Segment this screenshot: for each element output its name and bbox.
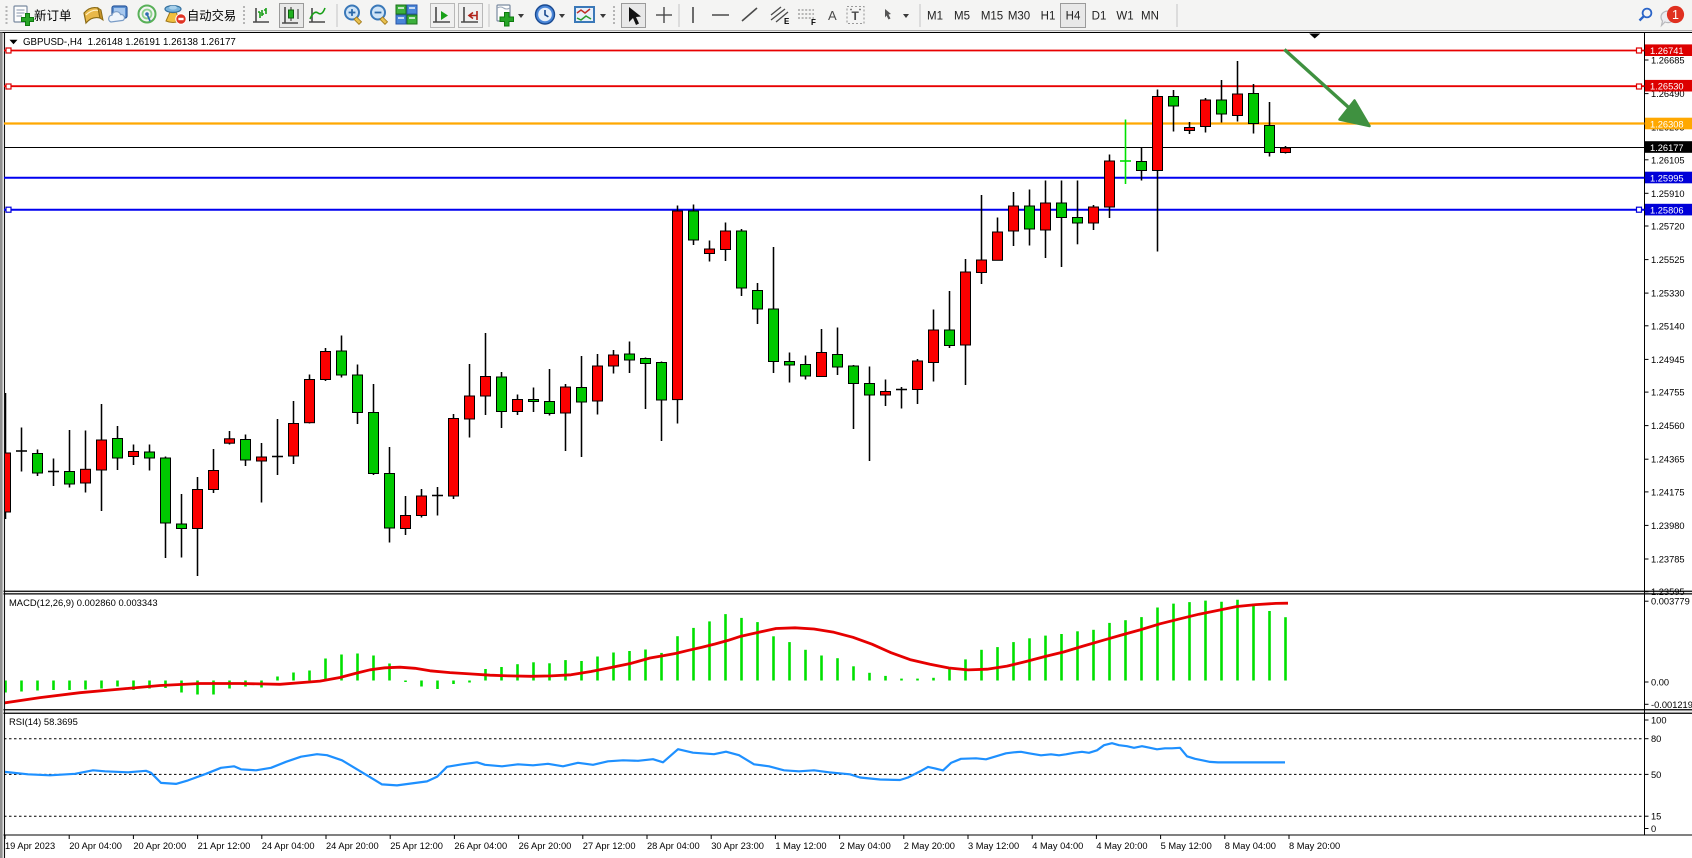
svg-text:F: F <box>811 18 816 27</box>
svg-text:1.25525: 1.25525 <box>1651 255 1685 265</box>
svg-text:1.24755: 1.24755 <box>1651 388 1685 398</box>
svg-text:19 Apr 2023: 19 Apr 2023 <box>5 841 55 851</box>
svg-text:E: E <box>784 17 790 26</box>
svg-text:21 Apr 12:00: 21 Apr 12:00 <box>198 841 251 851</box>
svg-text:D1: D1 <box>1092 11 1107 23</box>
svg-text:80: 80 <box>1651 734 1661 744</box>
svg-text:M30: M30 <box>1008 11 1030 23</box>
svg-text:RSI(14) 58.3695: RSI(14) 58.3695 <box>9 716 78 727</box>
svg-text:M1: M1 <box>927 11 943 23</box>
svg-text:1 May 12:00: 1 May 12:00 <box>775 841 826 851</box>
svg-text:1.26530: 1.26530 <box>1650 82 1684 92</box>
svg-text:1.23785: 1.23785 <box>1651 555 1685 565</box>
svg-text:1.23980: 1.23980 <box>1651 521 1685 531</box>
svg-text:2 May 20:00: 2 May 20:00 <box>904 841 955 851</box>
svg-text:1.26685: 1.26685 <box>1651 56 1685 66</box>
svg-text:8 May 04:00: 8 May 04:00 <box>1225 841 1276 851</box>
svg-text:H4: H4 <box>1066 11 1081 23</box>
svg-text:1.24560: 1.24560 <box>1651 421 1685 431</box>
svg-text:1.25995: 1.25995 <box>1650 173 1684 183</box>
svg-text:M15: M15 <box>981 11 1003 23</box>
svg-text:0.003779: 0.003779 <box>1651 597 1690 607</box>
svg-text:26 Apr 20:00: 26 Apr 20:00 <box>519 841 572 851</box>
svg-text:0.00: 0.00 <box>1651 678 1669 688</box>
svg-text:1.25140: 1.25140 <box>1651 321 1685 331</box>
svg-text:H1: H1 <box>1041 11 1056 23</box>
svg-text:15: 15 <box>1651 812 1661 822</box>
svg-text:3 May 12:00: 3 May 12:00 <box>968 841 1019 851</box>
svg-text:28 Apr 04:00: 28 Apr 04:00 <box>647 841 700 851</box>
svg-text:100: 100 <box>1651 716 1667 726</box>
svg-text:1.25910: 1.25910 <box>1651 189 1685 199</box>
svg-text:50: 50 <box>1651 770 1661 780</box>
svg-text:1.25806: 1.25806 <box>1650 205 1684 215</box>
svg-text:新订单: 新订单 <box>34 8 72 23</box>
svg-text:4 May 04:00: 4 May 04:00 <box>1032 841 1083 851</box>
svg-text:20 Apr 20:00: 20 Apr 20:00 <box>133 841 186 851</box>
svg-text:30 Apr 23:00: 30 Apr 23:00 <box>711 841 764 851</box>
svg-text:8 May 20:00: 8 May 20:00 <box>1289 841 1340 851</box>
svg-text:1.25720: 1.25720 <box>1651 222 1685 232</box>
svg-text:自动交易: 自动交易 <box>187 8 236 23</box>
svg-text:1.24175: 1.24175 <box>1651 487 1685 497</box>
svg-text:M5: M5 <box>954 11 970 23</box>
svg-text:25 Apr 12:00: 25 Apr 12:00 <box>390 841 443 851</box>
svg-text:1.26490: 1.26490 <box>1651 89 1685 99</box>
svg-text:4 May 20:00: 4 May 20:00 <box>1096 841 1147 851</box>
svg-text:1.23595: 1.23595 <box>1651 587 1685 597</box>
svg-text:5 May 12:00: 5 May 12:00 <box>1161 841 1212 851</box>
svg-text:1.24945: 1.24945 <box>1651 355 1685 365</box>
svg-text:MN: MN <box>1141 11 1159 23</box>
svg-text:GBPUSD-,H4 1.26148 1.26191 1.: GBPUSD-,H4 1.26148 1.26191 1.26138 1.261… <box>23 37 236 48</box>
svg-text:W1: W1 <box>1116 11 1133 23</box>
svg-text:1.26308: 1.26308 <box>1650 119 1684 129</box>
svg-text:1.26177: 1.26177 <box>1650 143 1684 153</box>
svg-text:0: 0 <box>1651 824 1656 834</box>
svg-text:1.26741: 1.26741 <box>1650 46 1684 56</box>
svg-text:A: A <box>828 8 837 23</box>
svg-text:1: 1 <box>1672 8 1679 22</box>
svg-text:27 Apr 12:00: 27 Apr 12:00 <box>583 841 636 851</box>
svg-text:24 Apr 04:00: 24 Apr 04:00 <box>262 841 315 851</box>
svg-text:1.25330: 1.25330 <box>1651 289 1685 299</box>
svg-text:1.26105: 1.26105 <box>1651 155 1685 165</box>
svg-text:T: T <box>852 9 860 23</box>
svg-text:MACD(12,26,9) 0.002860 0.00334: MACD(12,26,9) 0.002860 0.003343 <box>9 597 158 608</box>
svg-text:-0.001219: -0.001219 <box>1651 700 1692 710</box>
svg-text:20 Apr 04:00: 20 Apr 04:00 <box>69 841 122 851</box>
svg-text:26 Apr 04:00: 26 Apr 04:00 <box>454 841 507 851</box>
svg-text:1.24365: 1.24365 <box>1651 455 1685 465</box>
svg-text:2 May 04:00: 2 May 04:00 <box>840 841 891 851</box>
svg-text:24 Apr 20:00: 24 Apr 20:00 <box>326 841 379 851</box>
